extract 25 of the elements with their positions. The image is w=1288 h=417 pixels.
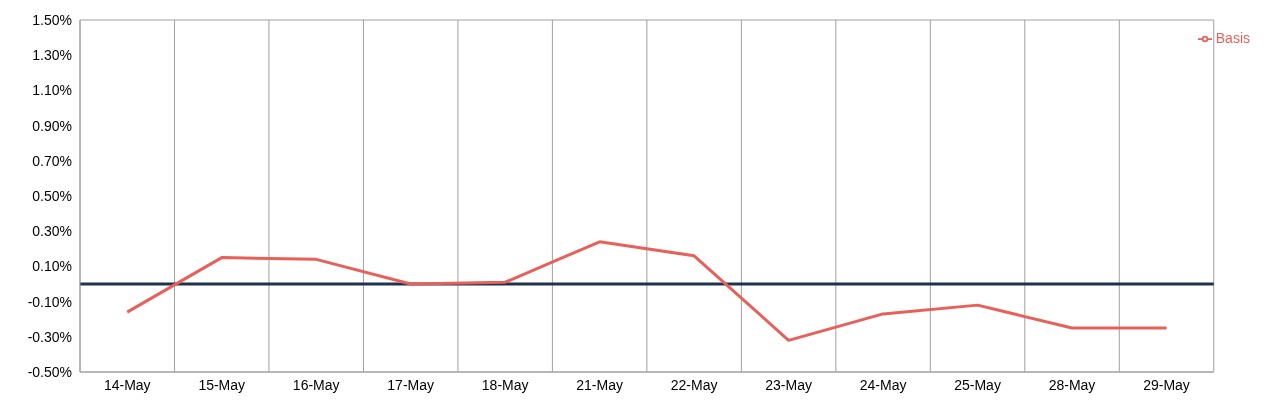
x-tick-label: 28-May: [1048, 376, 1096, 393]
x-tick-label: 17-May: [387, 376, 435, 393]
y-tick-label: -0.10%: [27, 293, 72, 310]
y-tick-label: -0.30%: [27, 328, 72, 345]
y-tick-label: 1.10%: [32, 82, 72, 99]
x-tick-label: 14-May: [103, 376, 151, 393]
y-tick-label: 0.50%: [32, 187, 72, 204]
x-tick-label: 25-May: [954, 376, 1001, 393]
y-tick-label: 0.30%: [32, 223, 72, 240]
x-tick-label: 22-May: [670, 376, 718, 393]
legend-label: Basis: [1215, 30, 1250, 46]
y-tick-label: -0.50%: [27, 363, 72, 380]
x-tick-label: 16-May: [292, 376, 340, 393]
x-tick-label: 15-May: [198, 376, 246, 393]
line-series: [125, 240, 1169, 342]
y-tick-label: 1.50%: [32, 11, 72, 28]
x-tick-label: 21-May: [576, 376, 623, 393]
x-tick-label: 29-May: [1143, 376, 1190, 393]
x-tick-label: 24-May: [859, 376, 907, 393]
y-tick-label: 0.10%: [32, 258, 72, 275]
y-tick-label: 1.30%: [32, 47, 72, 64]
x-tick-label: 18-May: [481, 376, 529, 393]
y-tick-label: 0.70%: [32, 152, 72, 169]
x-tick-label: 23-May: [765, 376, 812, 393]
y-tick-label: 0.90%: [32, 117, 72, 134]
